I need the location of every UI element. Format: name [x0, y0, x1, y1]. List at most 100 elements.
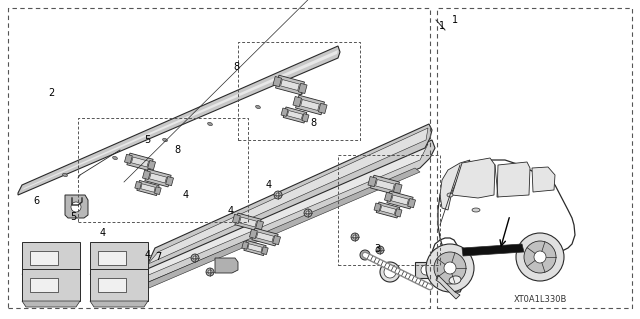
Ellipse shape: [207, 122, 212, 126]
Polygon shape: [130, 140, 435, 290]
Polygon shape: [124, 154, 132, 164]
Polygon shape: [273, 77, 282, 87]
Circle shape: [421, 265, 431, 275]
Polygon shape: [462, 244, 524, 256]
Polygon shape: [452, 158, 495, 198]
Polygon shape: [374, 203, 381, 211]
Circle shape: [444, 262, 456, 274]
Polygon shape: [244, 241, 266, 256]
Polygon shape: [127, 153, 153, 171]
FancyBboxPatch shape: [30, 278, 58, 292]
Text: 4: 4: [99, 228, 106, 238]
Polygon shape: [18, 46, 340, 195]
Polygon shape: [143, 170, 150, 180]
Polygon shape: [150, 173, 166, 183]
Polygon shape: [276, 75, 305, 95]
Polygon shape: [296, 95, 324, 115]
Polygon shape: [90, 274, 148, 280]
Polygon shape: [376, 180, 394, 190]
Polygon shape: [368, 176, 376, 187]
Polygon shape: [302, 114, 309, 122]
Ellipse shape: [449, 276, 461, 284]
Polygon shape: [497, 162, 530, 197]
Text: 4: 4: [144, 250, 150, 260]
Polygon shape: [250, 229, 257, 239]
Polygon shape: [90, 301, 148, 307]
Ellipse shape: [447, 193, 453, 197]
Polygon shape: [22, 274, 80, 280]
Text: 8: 8: [310, 118, 317, 128]
Polygon shape: [132, 144, 428, 282]
Circle shape: [426, 244, 474, 292]
Text: 4: 4: [227, 205, 234, 216]
Ellipse shape: [255, 105, 260, 109]
Circle shape: [376, 246, 384, 254]
FancyBboxPatch shape: [415, 262, 437, 278]
Circle shape: [191, 254, 199, 262]
Circle shape: [384, 266, 396, 278]
Polygon shape: [394, 183, 402, 194]
Ellipse shape: [63, 173, 67, 177]
Circle shape: [306, 211, 310, 215]
FancyBboxPatch shape: [90, 269, 148, 301]
Circle shape: [351, 233, 359, 241]
Text: 5: 5: [70, 212, 77, 222]
Polygon shape: [248, 244, 262, 252]
Circle shape: [71, 202, 81, 212]
Text: 5: 5: [144, 135, 150, 145]
Text: 4: 4: [182, 189, 189, 200]
Circle shape: [516, 233, 564, 281]
Polygon shape: [145, 169, 171, 187]
Polygon shape: [301, 100, 319, 110]
Polygon shape: [255, 220, 264, 230]
Text: 4: 4: [266, 180, 272, 190]
Polygon shape: [287, 110, 303, 120]
FancyBboxPatch shape: [98, 251, 126, 265]
FancyBboxPatch shape: [30, 251, 58, 265]
Ellipse shape: [163, 138, 168, 142]
Polygon shape: [385, 192, 392, 202]
Polygon shape: [408, 198, 415, 208]
Polygon shape: [432, 160, 575, 292]
Polygon shape: [242, 241, 248, 249]
Polygon shape: [131, 157, 148, 167]
Polygon shape: [392, 195, 408, 205]
Polygon shape: [319, 103, 327, 114]
Text: 3: 3: [374, 244, 381, 254]
Polygon shape: [252, 228, 278, 246]
Polygon shape: [166, 176, 173, 186]
Polygon shape: [262, 247, 268, 255]
Circle shape: [360, 250, 370, 260]
FancyBboxPatch shape: [90, 242, 148, 274]
Polygon shape: [22, 301, 80, 307]
Circle shape: [524, 241, 556, 273]
Polygon shape: [215, 258, 238, 273]
Polygon shape: [65, 195, 88, 218]
Circle shape: [274, 191, 282, 199]
Polygon shape: [281, 108, 288, 116]
Text: 1: 1: [452, 15, 458, 25]
Polygon shape: [371, 175, 399, 195]
Polygon shape: [135, 182, 141, 189]
Polygon shape: [257, 232, 273, 242]
Circle shape: [380, 262, 400, 282]
Polygon shape: [281, 79, 300, 91]
Circle shape: [304, 209, 312, 217]
Circle shape: [434, 252, 466, 284]
Circle shape: [276, 193, 280, 197]
FancyBboxPatch shape: [22, 242, 80, 274]
Polygon shape: [232, 214, 241, 224]
Polygon shape: [130, 168, 420, 294]
FancyBboxPatch shape: [22, 269, 80, 301]
Polygon shape: [148, 128, 428, 264]
Circle shape: [534, 251, 546, 263]
Circle shape: [193, 256, 197, 260]
Polygon shape: [380, 205, 396, 214]
Polygon shape: [532, 167, 555, 192]
Ellipse shape: [127, 275, 143, 295]
Polygon shape: [141, 184, 156, 192]
FancyBboxPatch shape: [98, 278, 126, 292]
Polygon shape: [273, 235, 280, 245]
Polygon shape: [376, 202, 400, 218]
Circle shape: [208, 270, 212, 274]
